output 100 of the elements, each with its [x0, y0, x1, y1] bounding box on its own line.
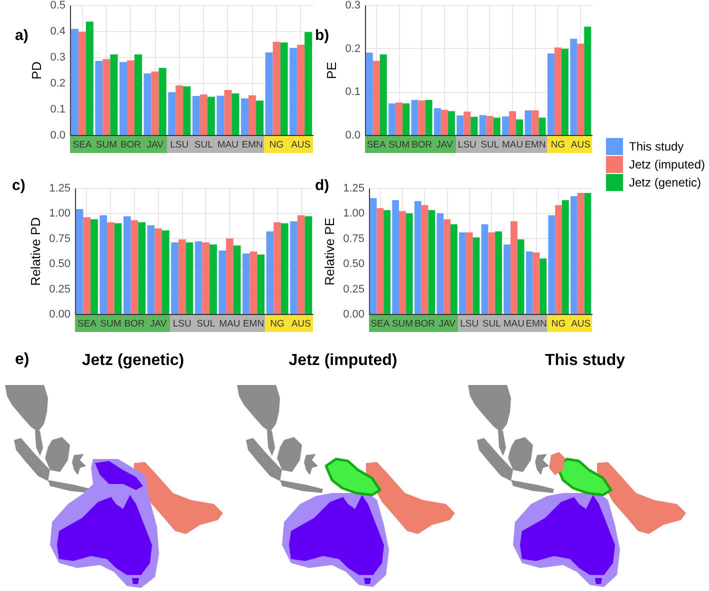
bar	[290, 221, 298, 314]
bar	[548, 215, 556, 314]
bar	[248, 95, 256, 135]
bar	[526, 252, 533, 314]
bar	[472, 237, 480, 314]
bar	[396, 102, 403, 135]
y-tick-label: 0.50	[49, 258, 70, 270]
bar	[577, 193, 584, 314]
y-tick-label: 0.1	[345, 86, 360, 98]
y-tick-label: 1.00	[343, 208, 364, 220]
bar	[459, 232, 466, 314]
legend-label: Jetz (genetic)	[629, 176, 702, 190]
x-tick-label: SUL	[196, 318, 216, 330]
y-tick-label: 1.25	[343, 182, 364, 194]
bar	[532, 110, 539, 135]
x-tick-label: LSU	[172, 318, 192, 330]
bar	[540, 258, 547, 314]
text: Jetz (imputed)	[288, 351, 398, 370]
bar	[192, 96, 200, 135]
bar	[488, 232, 496, 314]
bar	[504, 244, 511, 314]
x-tick-label: NG	[270, 318, 284, 330]
bar	[584, 193, 592, 314]
bar	[466, 232, 473, 314]
x-tick-label: NG	[551, 318, 566, 330]
bar	[456, 116, 464, 135]
y-axis-title: PE	[324, 62, 340, 80]
y-tick-label: 0.25	[343, 283, 364, 296]
y-tick-label: 0.0	[50, 130, 66, 142]
x-tick-label: AUS	[291, 140, 311, 150]
x-tick-label: MAU	[219, 318, 240, 330]
text: a)	[15, 27, 28, 45]
x-tick-label: EMN	[524, 140, 546, 150]
bar	[304, 32, 312, 135]
bar	[256, 100, 264, 135]
y-tick-label: 0.50	[343, 258, 364, 270]
y-tick-label: 0.25	[49, 283, 70, 296]
x-tick-label: MAU	[217, 140, 239, 150]
text: Jetz (genetic)	[82, 351, 184, 370]
x-tick-label: SEA	[366, 140, 387, 150]
bar	[554, 47, 562, 135]
bar	[147, 225, 155, 314]
legend-label: Jetz (imputed)	[629, 158, 706, 172]
bar	[210, 244, 217, 314]
bar	[127, 60, 134, 135]
y-tick-label: 1.00	[49, 208, 70, 220]
y-axis-title: Relative PE	[322, 217, 338, 286]
y-axis-title: PD	[29, 61, 44, 80]
x-tick-label: AUS	[571, 318, 591, 330]
bar	[207, 96, 215, 135]
chart-title: d)	[315, 177, 330, 195]
x-tick-label: MAU	[502, 140, 524, 150]
bar	[162, 230, 170, 314]
bar	[450, 224, 458, 314]
y-tick-label: 0.1	[50, 104, 66, 116]
legend-label: This study	[629, 140, 684, 154]
bar	[154, 228, 162, 314]
bar	[138, 222, 146, 314]
bar	[202, 242, 210, 314]
bar	[434, 108, 441, 135]
bar	[280, 42, 288, 135]
x-tick-label: SUL	[480, 140, 500, 150]
bar	[418, 100, 426, 135]
bar	[502, 116, 510, 135]
bar	[555, 205, 562, 314]
x-tick-label: MAU	[503, 318, 525, 330]
bar	[380, 54, 387, 135]
x-tick-label: LSU	[170, 140, 189, 150]
bar	[194, 241, 202, 314]
bar	[272, 42, 280, 135]
x-tick-label: LSU	[458, 140, 477, 150]
bar	[241, 98, 248, 135]
bar	[218, 250, 226, 314]
bar	[421, 205, 428, 314]
y-tick-label: 0.00	[343, 308, 364, 320]
bar	[470, 116, 478, 135]
bar	[120, 62, 127, 135]
x-tick-label: SUM	[96, 140, 118, 150]
bar	[176, 85, 184, 135]
bar	[510, 221, 518, 314]
bar	[232, 93, 240, 135]
bar	[399, 211, 406, 314]
x-tick-label: SUM	[388, 140, 410, 150]
bar	[366, 52, 373, 135]
bar	[242, 254, 250, 314]
bar	[562, 200, 569, 314]
chart-title: c)	[12, 177, 26, 195]
x-tick-label: JAV	[436, 140, 454, 150]
y-tick-label: 0.75	[49, 232, 70, 245]
x-tick-label: BOR	[414, 318, 436, 330]
bar	[561, 48, 568, 135]
bar	[516, 119, 524, 135]
y-tick-label: 0.4	[50, 26, 66, 38]
bar	[428, 210, 436, 314]
x-tick-label: EMN	[526, 318, 547, 330]
y-tick-label: 0.0	[345, 130, 360, 142]
bar	[90, 219, 98, 314]
y-tick-label: 0.3	[50, 52, 66, 64]
y-tick-label: 1.25	[49, 182, 70, 194]
bar	[290, 48, 298, 135]
